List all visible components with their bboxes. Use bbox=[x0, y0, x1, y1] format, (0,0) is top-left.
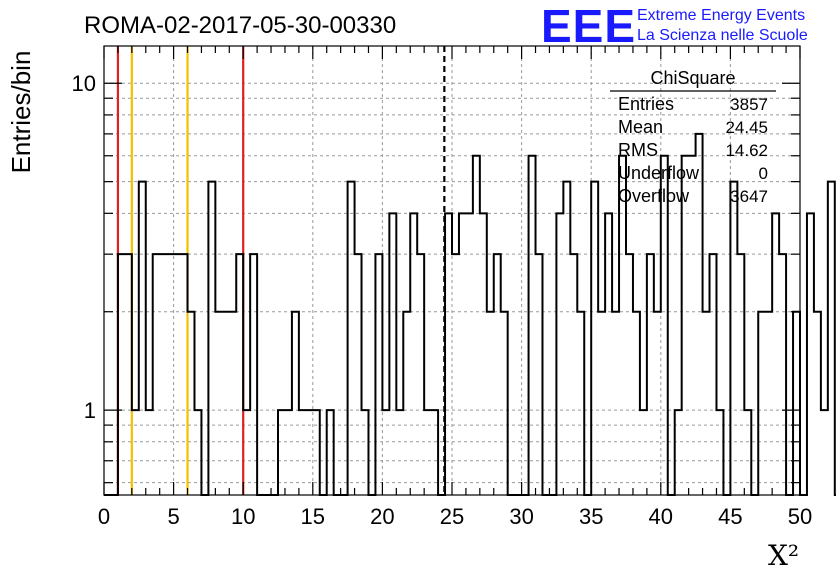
logo-line-2: La Scienza nelle Scuole bbox=[637, 27, 808, 44]
y-tick-label: 10 bbox=[72, 71, 96, 96]
x-tick-label: 0 bbox=[98, 504, 110, 529]
stats-label: Mean bbox=[618, 117, 663, 137]
stats-value: 3857 bbox=[730, 95, 768, 114]
x-tick-label: 5 bbox=[167, 504, 179, 529]
stats-value: 0 bbox=[759, 164, 768, 183]
logo-mark: EEE bbox=[541, 0, 636, 52]
y-axis-label: Entries/bin bbox=[6, 51, 36, 174]
x-tick-labels: 0 5 10 15 20 25 30 35 40 45 50 bbox=[98, 504, 812, 529]
x-tick-label: 10 bbox=[231, 504, 255, 529]
stats-label: RMS bbox=[618, 140, 658, 160]
logo-line-1: Extreme Energy Events bbox=[637, 7, 805, 24]
stats-label: Entries bbox=[618, 94, 674, 114]
eee-logo: EEE Extreme Energy Events La Scienza nel… bbox=[541, 0, 808, 52]
stats-value: 14.62 bbox=[725, 141, 768, 160]
stats-label: Overflow bbox=[618, 186, 690, 206]
x-axis-label: X² bbox=[768, 539, 799, 572]
stats-label: Underflow bbox=[618, 163, 700, 183]
x-tick-label: 25 bbox=[440, 504, 464, 529]
x-tick-label: 15 bbox=[301, 504, 325, 529]
x-tick-label: 20 bbox=[370, 504, 394, 529]
chart-title: ROMA-02-2017-05-30-00330 bbox=[84, 12, 396, 39]
stats-rows: Entries 3857 Mean 24.45 RMS 14.62 Underflow 0 Ov… bbox=[618, 94, 768, 206]
y-tick-label: 1 bbox=[84, 398, 96, 423]
y-tick-labels: 1 10 bbox=[72, 71, 96, 423]
x-tick-label: 50 bbox=[788, 504, 812, 529]
x-tick-label: 35 bbox=[579, 504, 603, 529]
stats-title: ChiSquare bbox=[650, 68, 735, 88]
histogram-line bbox=[104, 132, 836, 496]
axis-ticks bbox=[103, 46, 801, 495]
stats-value: 3647 bbox=[730, 187, 768, 206]
stats-box: ChiSquare Entries 3857 Mean 24.45 RMS 14.62 Un… bbox=[610, 68, 776, 206]
x-tick-label: 30 bbox=[509, 504, 533, 529]
x-tick-label: 40 bbox=[649, 504, 673, 529]
stats-value: 24.45 bbox=[725, 118, 768, 137]
x-tick-label: 45 bbox=[718, 504, 742, 529]
